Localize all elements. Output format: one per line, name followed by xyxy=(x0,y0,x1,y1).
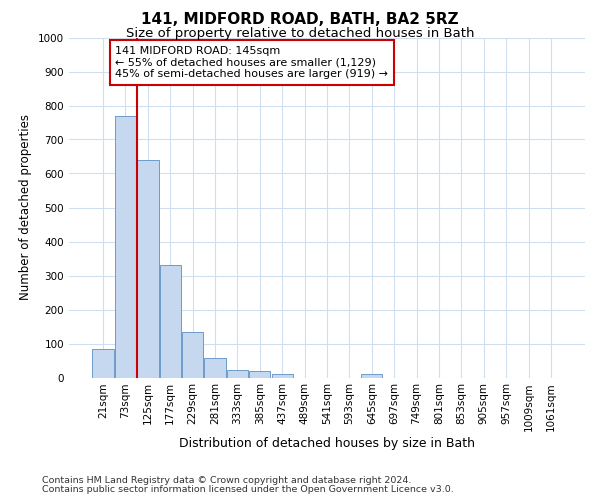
Bar xyxy=(92,348,114,378)
Bar xyxy=(160,266,181,378)
Bar xyxy=(205,358,226,378)
Bar xyxy=(249,372,271,378)
Bar xyxy=(182,332,203,378)
Bar xyxy=(361,374,382,378)
Bar xyxy=(137,160,158,378)
Text: 141, MIDFORD ROAD, BATH, BA2 5RZ: 141, MIDFORD ROAD, BATH, BA2 5RZ xyxy=(141,12,459,28)
Y-axis label: Number of detached properties: Number of detached properties xyxy=(19,114,32,300)
Bar xyxy=(227,370,248,378)
Text: Size of property relative to detached houses in Bath: Size of property relative to detached ho… xyxy=(126,28,474,40)
Text: 141 MIDFORD ROAD: 145sqm
← 55% of detached houses are smaller (1,129)
45% of sem: 141 MIDFORD ROAD: 145sqm ← 55% of detach… xyxy=(115,46,388,79)
X-axis label: Distribution of detached houses by size in Bath: Distribution of detached houses by size … xyxy=(179,436,475,450)
Text: Contains HM Land Registry data © Crown copyright and database right 2024.: Contains HM Land Registry data © Crown c… xyxy=(42,476,412,485)
Text: Contains public sector information licensed under the Open Government Licence v3: Contains public sector information licen… xyxy=(42,485,454,494)
Bar xyxy=(115,116,136,378)
Bar xyxy=(272,374,293,378)
